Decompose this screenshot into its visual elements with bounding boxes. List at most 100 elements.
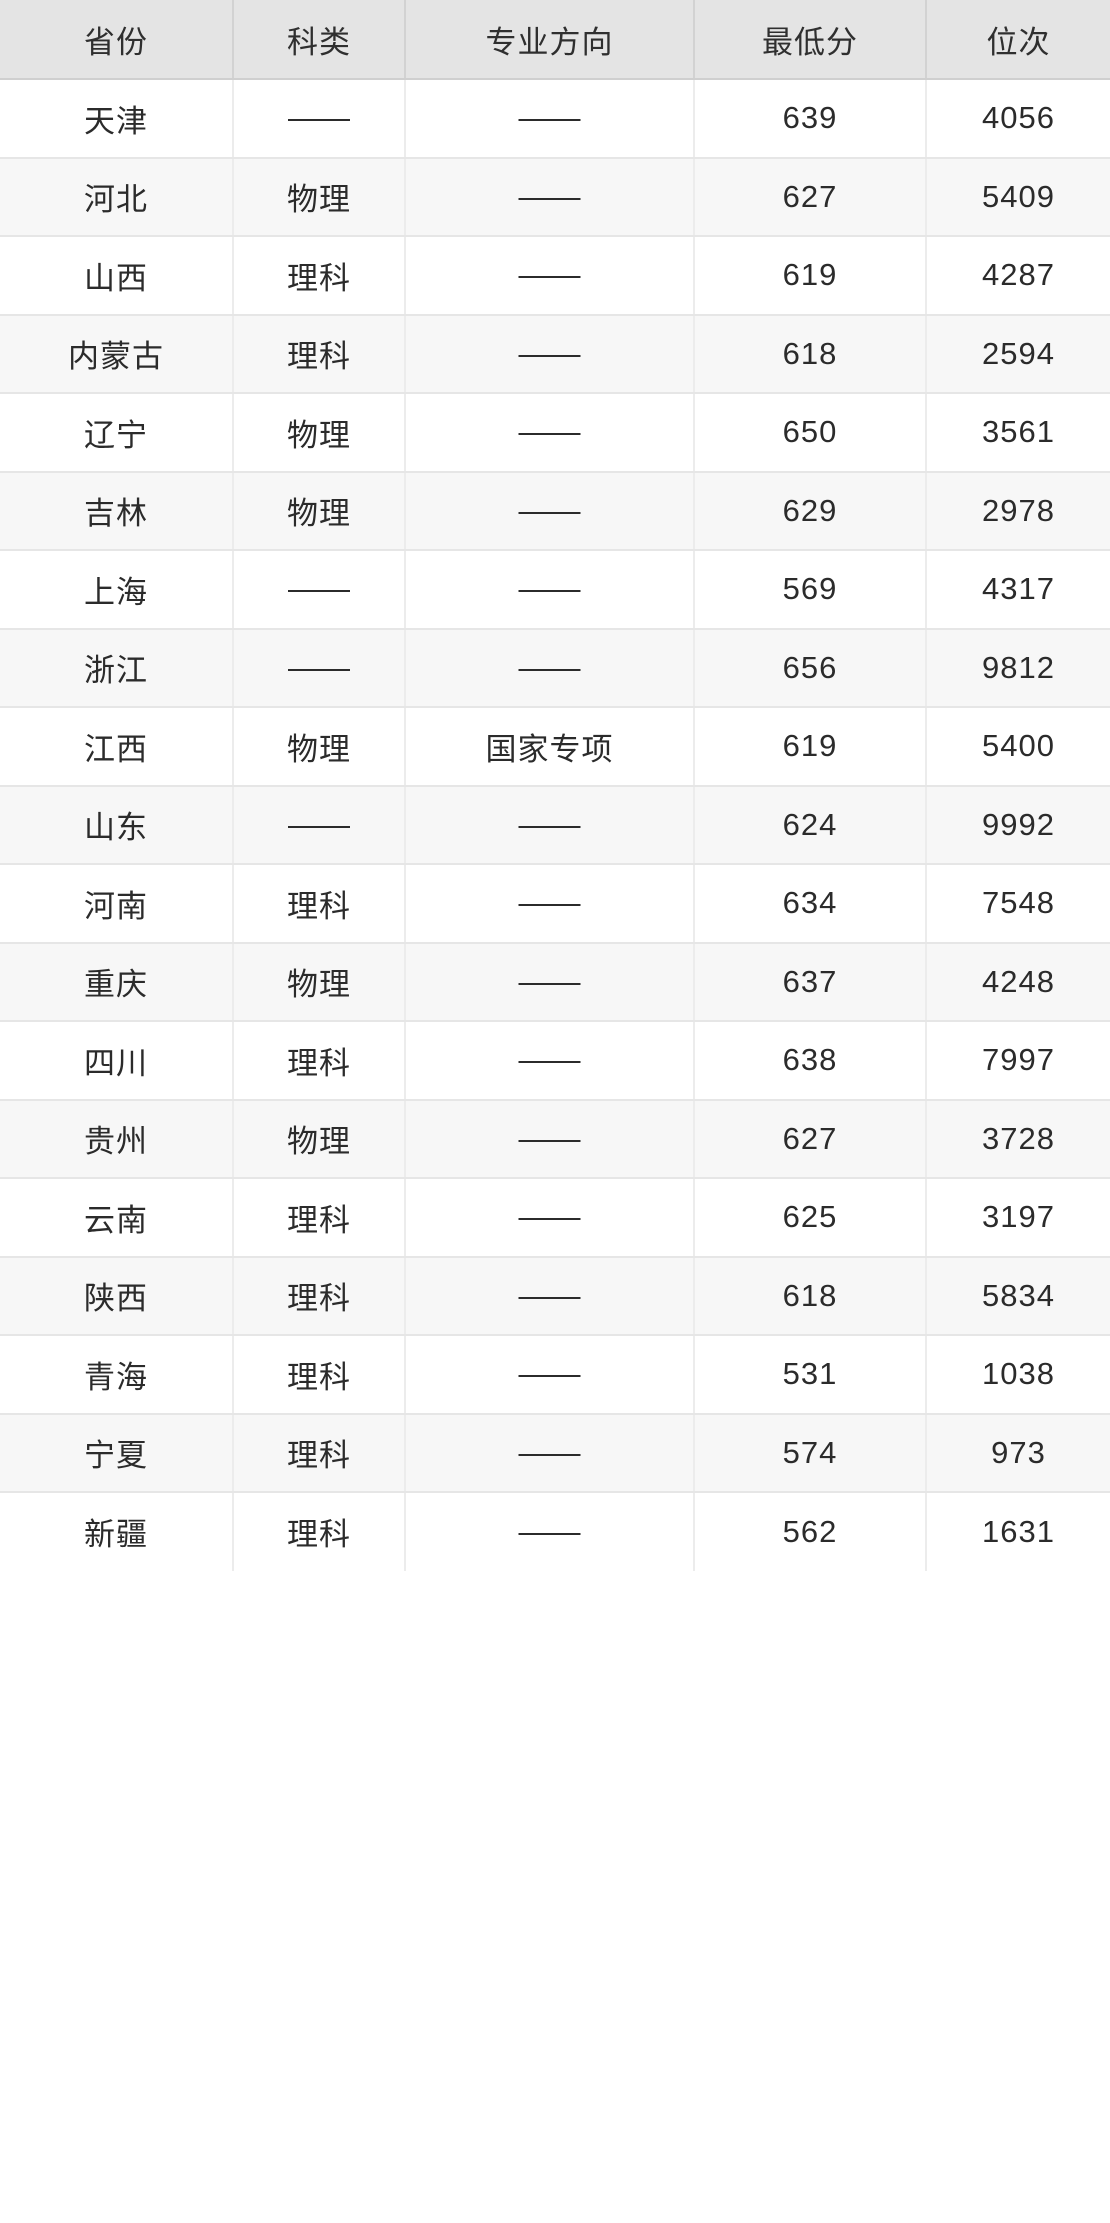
cell-province: 贵州 [0,1099,234,1179]
cell-min-score: 629 [694,471,927,551]
column-header-major: 专业方向 [405,0,695,80]
cell-subject: 物理 [233,393,406,473]
cell-min-score: 638 [694,1021,927,1101]
cell-subject: —— [233,628,406,708]
cell-subject: 理科 [233,1413,406,1493]
cell-major: —— [405,864,695,944]
cell-rank: 9992 [926,785,1110,865]
cell-min-score: 619 [694,707,927,787]
column-header-rank: 位次 [926,0,1110,80]
cell-province: 新疆 [0,1492,234,1571]
cell-rank: 4248 [926,942,1110,1022]
cell-min-score: 618 [694,1256,927,1336]
cell-province: 山东 [0,785,234,865]
cell-subject: 理科 [233,1335,406,1415]
table-row: 浙江 —— —— 656 9812 [0,628,1110,708]
table-body: 天津 —— —— 639 4056 河北 物理 —— 627 5409 山西 理科 —— 619 4287 内… [0,79,1110,1571]
cell-subject: 物理 [233,157,406,237]
cell-province: 青海 [0,1335,234,1415]
cell-major: —— [405,236,695,316]
column-header-subject: 科类 [233,0,406,80]
cell-min-score: 634 [694,864,927,944]
cell-major: 国家专项 [405,707,695,787]
table-row: 贵州 物理 —— 627 3728 [0,1099,1110,1179]
cell-province: 河南 [0,864,234,944]
cell-rank: 3728 [926,1099,1110,1179]
cell-rank: 5409 [926,157,1110,237]
cell-subject: 理科 [233,1021,406,1101]
cell-rank: 4056 [926,79,1110,159]
cell-subject: 理科 [233,314,406,394]
table-row: 青海 理科 —— 531 1038 [0,1335,1110,1415]
table-row: 山西 理科 —— 619 4287 [0,236,1110,316]
cell-major: —— [405,1413,695,1493]
table-row: 重庆 物理 —— 637 4248 [0,942,1110,1022]
cell-rank: 5400 [926,707,1110,787]
cell-min-score: 569 [694,550,927,630]
cell-major: —— [405,628,695,708]
cell-min-score: 625 [694,1178,927,1258]
table-row: 河北 物理 —— 627 5409 [0,157,1110,237]
table-row: 江西 物理 国家专项 619 5400 [0,707,1110,787]
cell-province: 辽宁 [0,393,234,473]
cell-province: 四川 [0,1021,234,1101]
cell-major: —— [405,1335,695,1415]
cell-subject: 物理 [233,1099,406,1179]
table-row: 吉林 物理 —— 629 2978 [0,471,1110,551]
cell-province: 河北 [0,157,234,237]
table-row: 宁夏 理科 —— 574 973 [0,1413,1110,1493]
cell-rank: 9812 [926,628,1110,708]
table-row: 四川 理科 —— 638 7997 [0,1021,1110,1101]
cell-rank: 3197 [926,1178,1110,1258]
cell-subject: 物理 [233,942,406,1022]
cell-rank: 3561 [926,393,1110,473]
cell-min-score: 531 [694,1335,927,1415]
table-row: 内蒙古 理科 —— 618 2594 [0,314,1110,394]
cell-province: 云南 [0,1178,234,1258]
cell-min-score: 562 [694,1492,927,1571]
cell-min-score: 656 [694,628,927,708]
cell-min-score: 619 [694,236,927,316]
table-header: 省份 科类 专业方向 最低分 位次 [0,0,1110,80]
cell-rank: 2594 [926,314,1110,394]
cell-min-score: 639 [694,79,927,159]
cell-province: 江西 [0,707,234,787]
cell-subject: 理科 [233,1178,406,1258]
cell-major: —— [405,157,695,237]
cell-subject: 理科 [233,1256,406,1336]
cell-min-score: 624 [694,785,927,865]
cell-major: —— [405,1021,695,1101]
cell-rank: 2978 [926,471,1110,551]
cell-subject: 理科 [233,1492,406,1571]
cell-province: 重庆 [0,942,234,1022]
cell-rank: 973 [926,1413,1110,1493]
cell-major: —— [405,942,695,1022]
cell-rank: 7997 [926,1021,1110,1101]
cell-min-score: 627 [694,1099,927,1179]
table-row: 辽宁 物理 —— 650 3561 [0,393,1110,473]
cell-major: —— [405,1178,695,1258]
cell-subject: 理科 [233,864,406,944]
cell-min-score: 618 [694,314,927,394]
cell-rank: 5834 [926,1256,1110,1336]
table-row: 新疆 理科 —— 562 1631 [0,1492,1110,1571]
cell-major: —— [405,1256,695,1336]
cell-subject: —— [233,79,406,159]
cell-major: —— [405,471,695,551]
score-table-container: 省份 科类 专业方向 最低分 位次 天津 —— —— 639 4056 河北 物理 —— 627… [0,0,1110,1571]
column-header-min-score: 最低分 [694,0,927,80]
column-header-province: 省份 [0,0,234,80]
table-row: 天津 —— —— 639 4056 [0,79,1110,159]
cell-subject: 物理 [233,471,406,551]
cell-major: —— [405,393,695,473]
cell-major: —— [405,1099,695,1179]
cell-province: 陕西 [0,1256,234,1336]
cell-province: 浙江 [0,628,234,708]
cell-min-score: 650 [694,393,927,473]
cell-major: —— [405,1492,695,1571]
cell-rank: 4287 [926,236,1110,316]
cell-major: —— [405,550,695,630]
cell-province: 吉林 [0,471,234,551]
cell-min-score: 574 [694,1413,927,1493]
cell-province: 内蒙古 [0,314,234,394]
